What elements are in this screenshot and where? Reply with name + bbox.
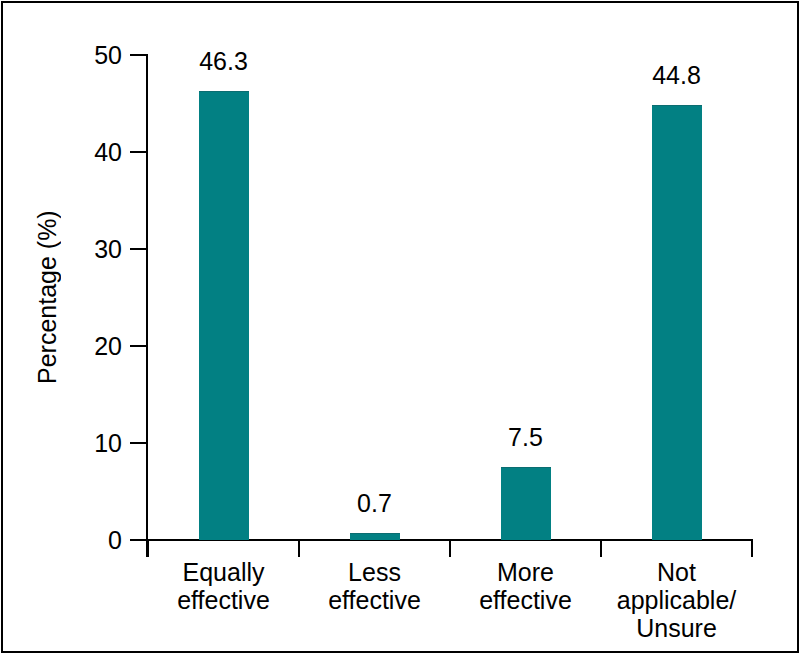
y-tick [130, 442, 148, 444]
y-tick-label: 30 [60, 235, 122, 263]
x-category-label: More effective [450, 558, 601, 614]
bar-value-label: 7.5 [451, 422, 601, 452]
bar-0 [199, 91, 249, 540]
x-category-label: Equally effective [148, 558, 299, 614]
x-category-label: Less effective [299, 558, 450, 614]
y-axis-line [146, 54, 148, 557]
bar-3 [652, 105, 702, 540]
y-tick [130, 248, 148, 250]
bar-value-label: 0.7 [300, 488, 450, 518]
bar-1 [350, 533, 400, 540]
x-tick [449, 540, 451, 557]
x-category-label: Not applicable/ Unsure [601, 558, 752, 642]
y-tick-label: 0 [60, 526, 122, 554]
x-tick [751, 540, 753, 557]
y-tick [130, 151, 148, 153]
y-tick [130, 345, 148, 347]
bar-chart-figure: Percentage (%) 0 10 20 30 40 50 46.3 Equally ef… [0, 0, 800, 654]
y-tick-label: 50 [60, 41, 122, 69]
x-tick [600, 540, 602, 557]
bar-value-label: 44.8 [602, 60, 752, 90]
y-tick-label: 40 [60, 138, 122, 166]
bar-2 [501, 467, 551, 540]
y-tick-label: 20 [60, 332, 122, 360]
y-axis-title: Percentage (%) [30, 55, 64, 540]
bar-value-label: 46.3 [149, 46, 299, 76]
x-tick [147, 540, 149, 557]
y-tick [130, 539, 148, 541]
y-tick-label: 10 [60, 429, 122, 457]
y-tick [130, 54, 148, 56]
x-tick [298, 540, 300, 557]
